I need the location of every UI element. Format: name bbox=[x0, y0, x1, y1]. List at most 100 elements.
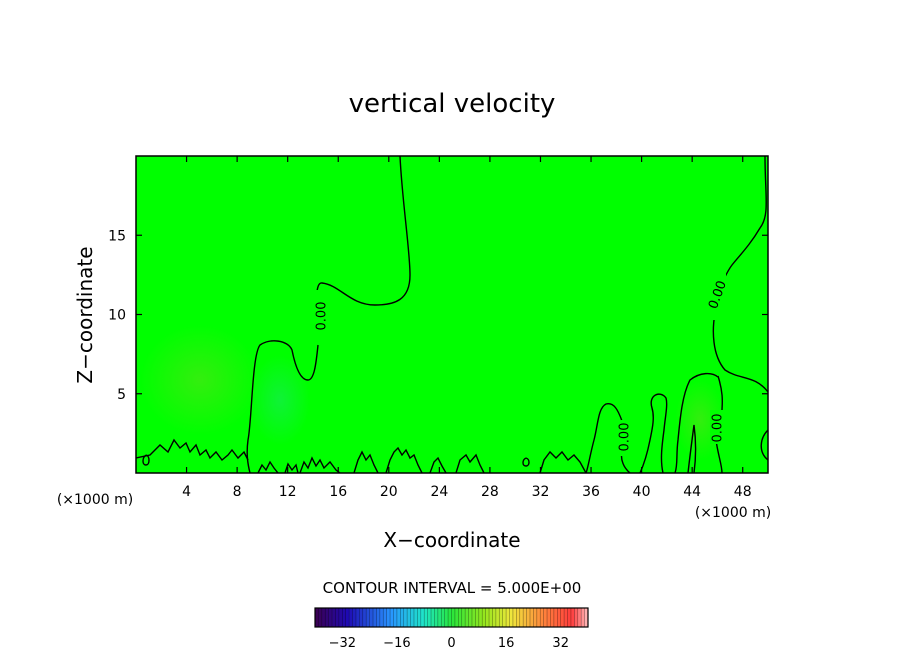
x-tick-label: 16 bbox=[329, 484, 347, 500]
colorbar-cell bbox=[427, 608, 432, 627]
colorbar-cell bbox=[461, 608, 466, 627]
colorbar-cell bbox=[475, 608, 480, 627]
colorbar-cell bbox=[328, 608, 333, 627]
colorbar-cell bbox=[355, 608, 360, 627]
colorbar-cell bbox=[352, 608, 357, 627]
x-axis-ticks: 4 8 12 16 20 24 28 32 36 40 44 48 bbox=[182, 156, 752, 500]
colorbar-tick-label: −16 bbox=[383, 636, 410, 651]
colorbar-cell bbox=[574, 608, 579, 627]
x-tick-label: 28 bbox=[481, 484, 499, 500]
colorbar-ticks: −32 −16 0 16 32 bbox=[329, 636, 569, 651]
colorbar-cell bbox=[577, 608, 582, 627]
x-tick-label: 40 bbox=[633, 484, 651, 500]
colorbar-cell bbox=[318, 608, 323, 627]
x-tick-label: 44 bbox=[683, 484, 701, 500]
colorbar-cell bbox=[386, 608, 391, 627]
y-tick-label: 10 bbox=[108, 308, 126, 324]
colorbar-cell bbox=[529, 608, 534, 627]
chart-title: vertical velocity bbox=[349, 89, 556, 119]
colorbar-cell bbox=[362, 608, 367, 627]
colorbar-cell bbox=[516, 608, 521, 627]
contour-line bbox=[721, 156, 767, 284]
contour-line bbox=[142, 454, 150, 466]
colorbar-cell bbox=[570, 608, 575, 627]
colorbar-tick-label: 16 bbox=[498, 636, 515, 651]
colorbar-cell bbox=[482, 608, 486, 627]
colorbar-cell bbox=[407, 608, 411, 627]
colorbar-tick-label: 32 bbox=[552, 636, 569, 651]
colorbar-cell bbox=[485, 608, 490, 627]
colorbar-cell bbox=[444, 608, 449, 627]
colorbar-cell bbox=[533, 608, 538, 627]
colorbar-cell bbox=[315, 608, 319, 627]
x-tick-label: 36 bbox=[582, 484, 600, 500]
contour-line bbox=[429, 456, 447, 473]
contour-line bbox=[284, 462, 299, 473]
colorbar-cell bbox=[489, 608, 493, 627]
colorbar-cell bbox=[499, 608, 503, 627]
colorbar-cell bbox=[550, 608, 555, 627]
contour-line bbox=[585, 403, 623, 473]
colorbar-cell bbox=[400, 608, 405, 627]
colorbar-cell bbox=[410, 608, 415, 627]
colorbar-cell bbox=[338, 608, 343, 627]
colorbar-cell bbox=[506, 608, 510, 627]
colorbar-cell bbox=[465, 608, 469, 627]
colorbar-cell bbox=[420, 608, 425, 627]
contour-line bbox=[353, 450, 379, 473]
colorbar bbox=[314, 607, 589, 628]
colorbar-cell bbox=[396, 608, 401, 627]
colorbar-cell bbox=[332, 608, 336, 627]
colorbar-cell bbox=[581, 608, 585, 627]
contour-interval-text: CONTOUR INTERVAL = 5.000E+00 bbox=[323, 579, 582, 597]
colorbar-cell bbox=[502, 608, 507, 627]
colorbar-cell bbox=[512, 608, 517, 627]
contour-line bbox=[687, 424, 697, 473]
colorbar-cell bbox=[369, 608, 374, 627]
colorbar-cell bbox=[492, 608, 497, 627]
colorbar-cell bbox=[519, 608, 524, 627]
x-tick-label: 8 bbox=[233, 484, 242, 500]
colorbar-cell bbox=[540, 608, 544, 627]
colorbar-frame bbox=[314, 607, 589, 628]
colorbar-cell bbox=[431, 608, 435, 627]
contour-line bbox=[385, 446, 423, 473]
colorbar-cell bbox=[560, 608, 565, 627]
contour-line bbox=[246, 340, 319, 473]
colorbar-cell bbox=[584, 608, 589, 627]
contour-label-bg bbox=[618, 420, 632, 456]
colorbar-cell bbox=[345, 608, 350, 627]
contour-line bbox=[539, 450, 587, 473]
colorbar-cell bbox=[468, 608, 473, 627]
contour-line bbox=[257, 460, 279, 473]
colorbar-cell bbox=[390, 608, 394, 627]
x-tick-label: 4 bbox=[182, 484, 191, 500]
contour-labels: 0.00 0.00 0.00 0.00 bbox=[314, 270, 730, 456]
contour-label-bg bbox=[710, 410, 726, 444]
colorbar-cell bbox=[437, 608, 442, 627]
colorbar-cell bbox=[424, 608, 428, 627]
x-tick-label: 24 bbox=[430, 484, 448, 500]
colorbar-cell bbox=[376, 608, 381, 627]
contour-label: 0.00 bbox=[315, 302, 330, 331]
colorbar-cell bbox=[553, 608, 558, 627]
colorbar-cell bbox=[448, 608, 452, 627]
shading bbox=[140, 325, 725, 460]
colorbar-cell bbox=[403, 608, 408, 627]
contour-line bbox=[717, 375, 724, 411]
colorbar-cell bbox=[393, 608, 398, 627]
colorbar-cell bbox=[335, 608, 340, 627]
colorbar-cell bbox=[366, 608, 370, 627]
contour-line bbox=[712, 312, 768, 393]
contour-line bbox=[639, 393, 668, 473]
contour-label: 0.00 bbox=[618, 423, 633, 452]
contour-line bbox=[674, 372, 719, 473]
colorbar-cell bbox=[509, 608, 514, 627]
colorbar-cell bbox=[451, 608, 456, 627]
colorbar-cell bbox=[458, 608, 463, 627]
colorbar-cell bbox=[536, 608, 541, 627]
colorbar-tick-label: 0 bbox=[447, 636, 455, 651]
y-axis-label: Z−coordinate bbox=[73, 246, 97, 383]
contour-label-bg bbox=[710, 270, 726, 320]
